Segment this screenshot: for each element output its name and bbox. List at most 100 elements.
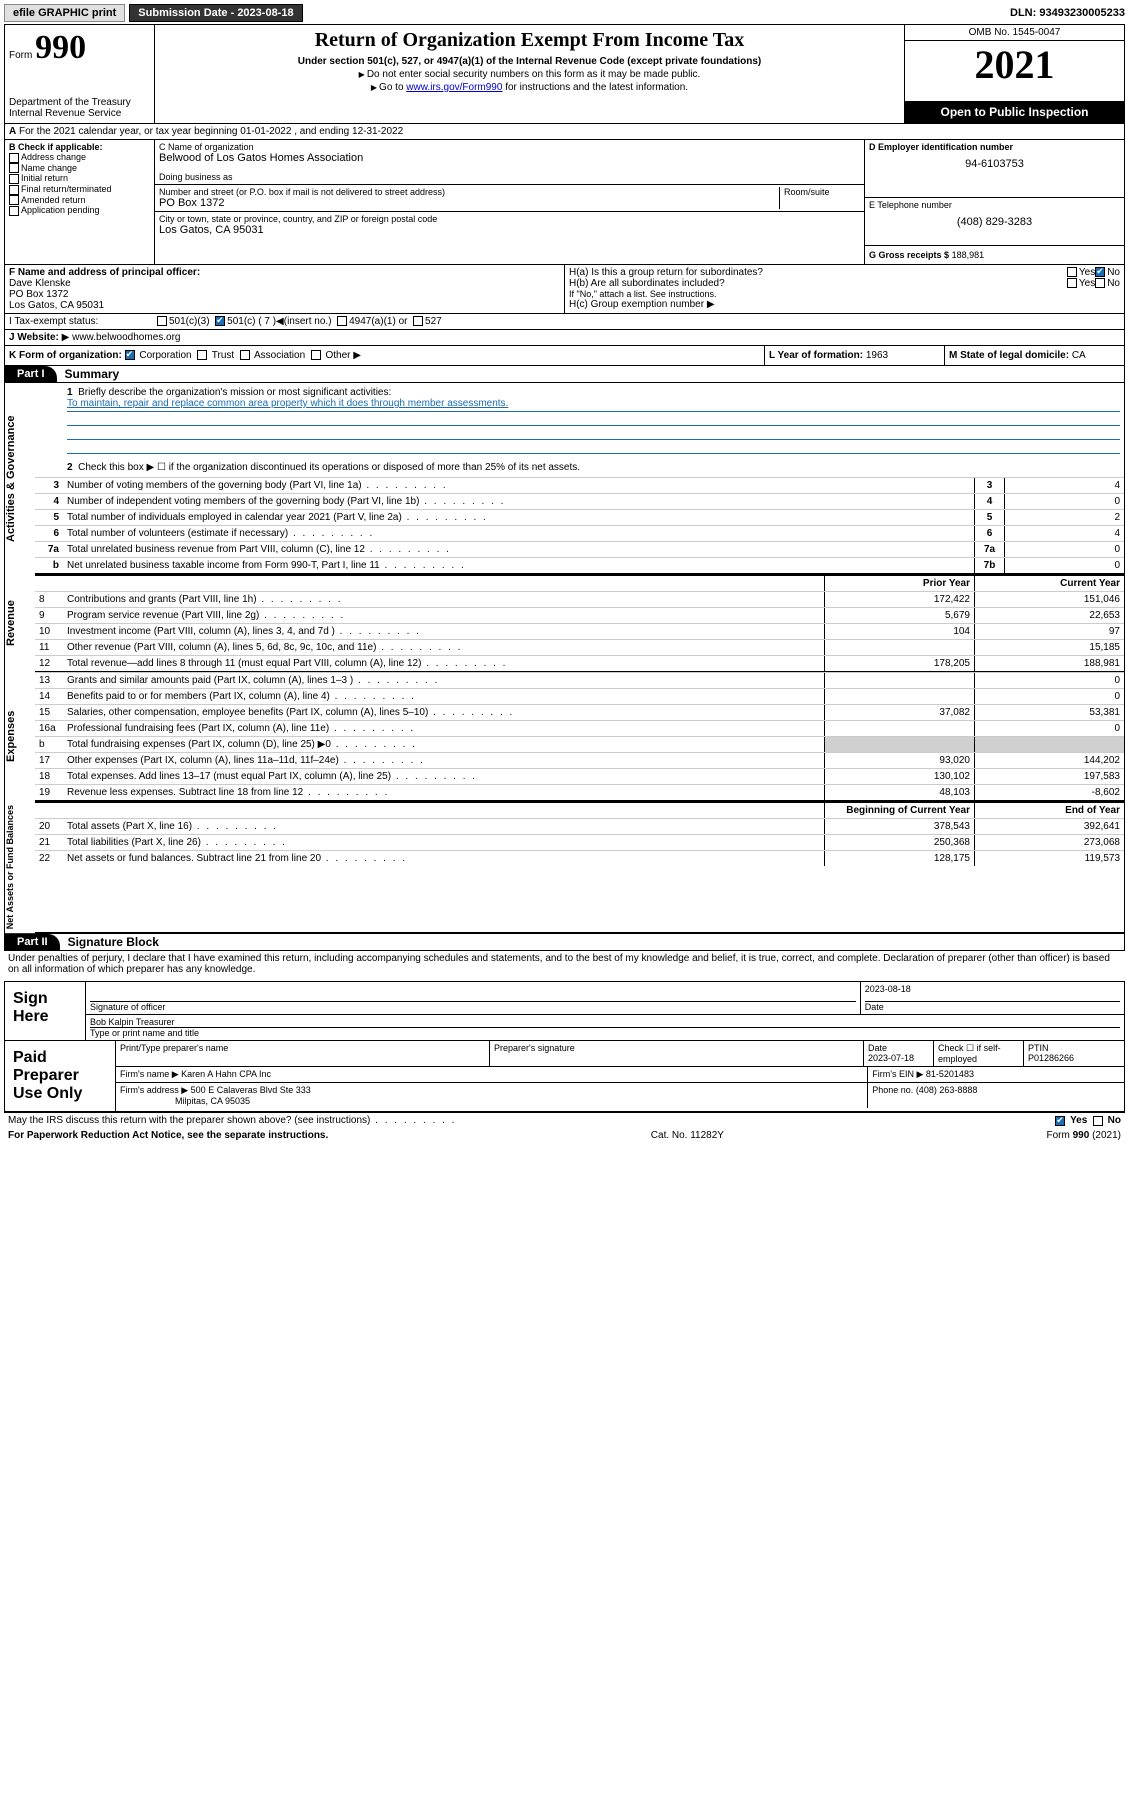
summary-line: 21Total liabilities (Part X, line 26)250…	[35, 834, 1124, 850]
summary-line: 12Total revenue—add lines 8 through 11 (…	[35, 655, 1124, 671]
form-subtitle: Under section 501(c), 527, or 4947(a)(1)…	[159, 56, 900, 67]
k-other[interactable]	[311, 350, 321, 360]
ein: 94-6103753	[869, 158, 1120, 170]
summary-line: 3Number of voting members of the governi…	[35, 477, 1124, 493]
topbar: efile GRAPHIC print Submission Date - 20…	[4, 4, 1125, 22]
submission-date: Submission Date - 2023-08-18	[129, 4, 302, 22]
form-note1: Do not enter social security numbers on …	[159, 69, 900, 80]
side-rev: Revenue	[5, 574, 35, 672]
summary-line: 5Total number of individuals employed in…	[35, 509, 1124, 525]
row-i: I Tax-exempt status: 501(c)(3) 501(c) ( …	[4, 314, 1125, 330]
501c3-check[interactable]	[157, 316, 167, 326]
omb-number: OMB No. 1545-0047	[905, 25, 1124, 41]
summary-line: 14Benefits paid to or for members (Part …	[35, 688, 1124, 704]
tax-year: 2021	[905, 41, 1124, 101]
check-amended[interactable]: Amended return	[9, 195, 150, 206]
k-assoc[interactable]	[240, 350, 250, 360]
dept-label: Department of the Treasury	[9, 97, 150, 108]
summary-line: 9Program service revenue (Part VIII, lin…	[35, 607, 1124, 623]
city: Los Gatos, CA 95031	[159, 224, 860, 236]
part1-body: Activities & Governance 1 Briefly descri…	[4, 383, 1125, 934]
k-corp[interactable]	[125, 350, 135, 360]
irs-link[interactable]: www.irs.gov/Form990	[406, 82, 502, 93]
sign-date: 2023-08-18	[865, 984, 1120, 1002]
entity-box: B Check if applicable: Address change Na…	[4, 140, 1125, 265]
summary-line: 20Total assets (Part X, line 16)378,5433…	[35, 818, 1124, 834]
efile-button[interactable]: efile GRAPHIC print	[4, 4, 125, 22]
summary-line: 7aTotal unrelated business revenue from …	[35, 541, 1124, 557]
dln: DLN: 93493230005233	[1010, 7, 1125, 19]
website: www.belwoodhomes.org	[72, 332, 180, 343]
summary-line: 4Number of independent voting members of…	[35, 493, 1124, 509]
discuss-no[interactable]	[1093, 1116, 1103, 1126]
prep-date: 2023-07-18	[868, 1053, 914, 1063]
ha-no[interactable]	[1095, 267, 1105, 277]
summary-line: 6Total number of volunteers (estimate if…	[35, 525, 1124, 541]
col-b: B Check if applicable: Address change Na…	[5, 140, 155, 264]
firm-name: Karen A Hahn CPA Inc	[181, 1069, 271, 1079]
discuss-yes[interactable]	[1055, 1116, 1065, 1126]
gross-receipts: 188,981	[952, 250, 985, 260]
summary-line: bNet unrelated business taxable income f…	[35, 557, 1124, 573]
check-initial[interactable]: Initial return	[9, 173, 150, 184]
firm-ein: 81-5201483	[926, 1069, 974, 1079]
form-note2: Go to www.irs.gov/Form990 for instructio…	[159, 82, 900, 93]
cat-no: Cat. No. 11282Y	[651, 1130, 724, 1141]
summary-line: 17Other expenses (Part IX, column (A), l…	[35, 752, 1124, 768]
inspection-label: Open to Public Inspection	[905, 101, 1124, 123]
hb-no[interactable]	[1095, 278, 1105, 288]
declaration: Under penalties of perjury, I declare th…	[4, 951, 1125, 977]
row-fgh: F Name and address of principal officer:…	[4, 265, 1125, 314]
k-trust[interactable]	[197, 350, 207, 360]
irs-label: Internal Revenue Service	[9, 108, 150, 119]
sign-block: Sign Here Signature of officer 2023-08-1…	[4, 981, 1125, 1041]
side-ag: Activities & Governance	[5, 383, 35, 574]
ha-yes[interactable]	[1067, 267, 1077, 277]
footer-row: For Paperwork Reduction Act Notice, see …	[4, 1128, 1125, 1143]
hb-yes[interactable]	[1067, 278, 1077, 288]
discuss-row: May the IRS discuss this return with the…	[4, 1112, 1125, 1128]
street: PO Box 1372	[159, 197, 775, 209]
form-title: Return of Organization Exempt From Incom…	[159, 29, 900, 52]
phone: (408) 829-3283	[869, 216, 1120, 228]
officer-name-title: Bob Kalpin Treasurer	[90, 1017, 1120, 1028]
summary-line: 16aProfessional fundraising fees (Part I…	[35, 720, 1124, 736]
officer-name: Dave Klenske	[9, 278, 560, 289]
row-j: J Website: ▶ www.belwoodhomes.org	[4, 330, 1125, 346]
col-d: D Employer identification number 94-6103…	[864, 140, 1124, 264]
form-ref: Form 990 (2021)	[1047, 1130, 1121, 1141]
summary-line: 15Salaries, other compensation, employee…	[35, 704, 1124, 720]
mission-text: To maintain, repair and replace common a…	[67, 398, 1120, 412]
summary-line: 13Grants and similar amounts paid (Part …	[35, 672, 1124, 688]
form-number: 990	[35, 29, 86, 66]
summary-line: 8Contributions and grants (Part VIII, li…	[35, 591, 1124, 607]
part2-header: Part II Signature Block	[4, 934, 1125, 951]
org-name: Belwood of Los Gatos Homes Association	[159, 152, 860, 164]
col-c: C Name of organization Belwood of Los Ga…	[155, 140, 864, 264]
4947-check[interactable]	[337, 316, 347, 326]
summary-line: 19Revenue less expenses. Subtract line 1…	[35, 784, 1124, 800]
check-final[interactable]: Final return/terminated	[9, 184, 150, 195]
side-net: Net Assets or Fund Balances	[5, 801, 35, 933]
527-check[interactable]	[413, 316, 423, 326]
firm-addr: 500 E Calaveras Blvd Ste 333	[191, 1085, 311, 1095]
check-name[interactable]: Name change	[9, 163, 150, 174]
firm-phone: (408) 263-8888	[916, 1085, 978, 1095]
section-a: A For the 2021 calendar year, or tax yea…	[4, 124, 1125, 140]
preparer-block: Paid Preparer Use Only Print/Type prepar…	[4, 1041, 1125, 1112]
form-header: Form 990 Department of the Treasury Inte…	[4, 24, 1125, 124]
ptin: P01286266	[1028, 1053, 1074, 1063]
check-pending[interactable]: Application pending	[9, 205, 150, 216]
row-k: K Form of organization: Corporation Trus…	[4, 346, 1125, 366]
summary-line: 10Investment income (Part VIII, column (…	[35, 623, 1124, 639]
501c-check[interactable]	[215, 316, 225, 326]
summary-line: bTotal fundraising expenses (Part IX, co…	[35, 736, 1124, 752]
side-exp: Expenses	[5, 672, 35, 801]
year-formation: 1963	[866, 350, 888, 361]
domicile: CA	[1072, 350, 1086, 361]
form-label: Form	[9, 50, 32, 61]
summary-line: 11Other revenue (Part VIII, column (A), …	[35, 639, 1124, 655]
check-address[interactable]: Address change	[9, 152, 150, 163]
summary-line: 18Total expenses. Add lines 13–17 (must …	[35, 768, 1124, 784]
summary-line: 22Net assets or fund balances. Subtract …	[35, 850, 1124, 866]
